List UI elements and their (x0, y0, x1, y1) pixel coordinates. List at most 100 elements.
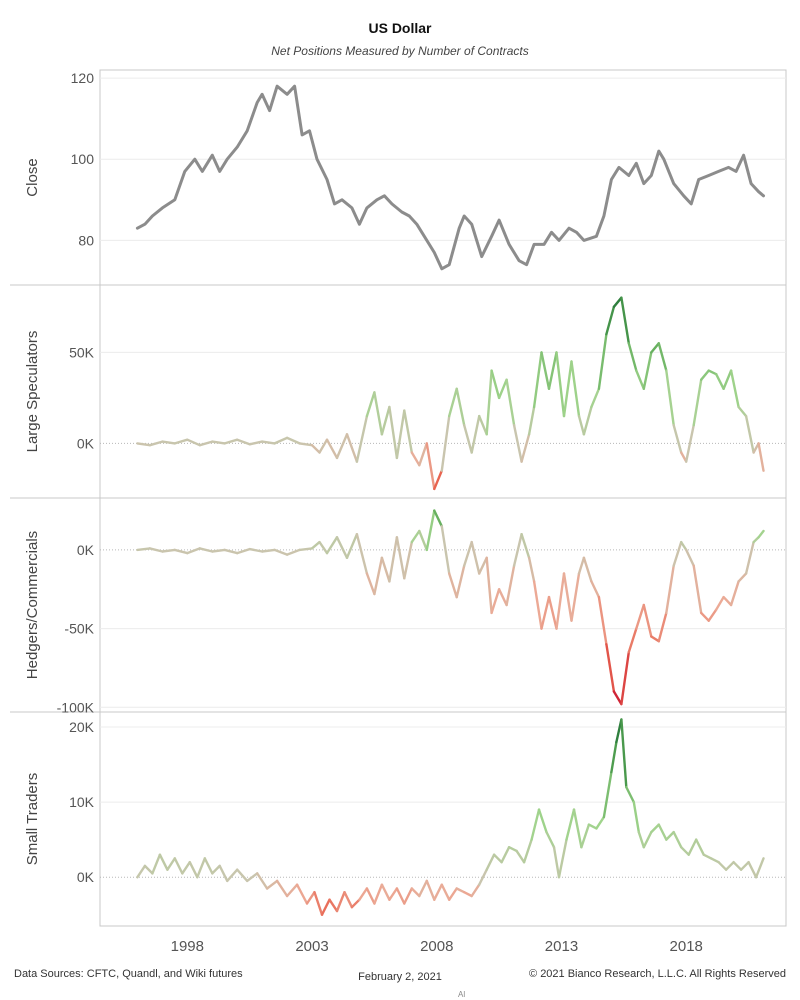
net-position-segment (744, 540, 755, 575)
net-position-segment (248, 440, 264, 446)
net-position-segment (717, 861, 728, 871)
net-position-segment (463, 424, 473, 454)
net-position-segment (737, 405, 748, 418)
net-position-segment (707, 608, 718, 622)
net-position-segment (455, 387, 466, 427)
net-position-segment (181, 861, 192, 875)
net-position-segment (582, 556, 593, 583)
net-position-segment (433, 883, 443, 901)
net-position-segment (173, 548, 189, 555)
net-position-segment (739, 861, 750, 871)
net-position-segment (365, 391, 376, 418)
net-position-segment (520, 433, 531, 463)
net-position-segment (505, 378, 516, 427)
net-position-segment (410, 887, 421, 898)
net-position-segment (355, 414, 369, 463)
net-position-segment (198, 547, 214, 553)
net-position-segment (478, 556, 488, 575)
net-position-segment (318, 438, 329, 454)
net-position-segment (256, 872, 269, 890)
net-position-segment (632, 800, 640, 834)
y-tick-label: 50K (69, 344, 95, 360)
net-position-segment (657, 823, 668, 841)
net-position-segment (642, 830, 653, 849)
net-position-segment (582, 405, 593, 436)
data-sources-note: Data Sources: CFTC, Quandl, and Wiki fut… (14, 968, 243, 980)
y-tick-label: 100 (71, 151, 95, 167)
net-position-segment (612, 690, 623, 706)
net-position-segment (335, 433, 349, 460)
net-position-segment (373, 883, 384, 905)
net-position-segment (635, 369, 645, 390)
net-position-segment (173, 857, 184, 875)
net-position-segment (298, 442, 314, 447)
x-tick-label: 2013 (545, 938, 578, 955)
net-position-segment (425, 879, 436, 901)
net-position-segment (380, 883, 391, 901)
net-position-segment (605, 305, 616, 336)
net-position-segment (620, 296, 630, 345)
net-position-segment (148, 440, 164, 447)
net-position-segment (590, 580, 601, 599)
net-position-segment (635, 603, 645, 630)
net-position-segment (490, 369, 501, 400)
net-position-segment (642, 351, 653, 390)
net-position-segment (570, 572, 581, 622)
net-position-segment (597, 333, 608, 390)
net-position-segment (285, 883, 299, 898)
net-position-segment (433, 469, 443, 491)
net-position-segment (657, 342, 668, 372)
net-position-segment (665, 564, 675, 615)
net-position-segment (757, 529, 765, 539)
net-position-segment (470, 414, 481, 454)
net-position-segment (285, 436, 301, 445)
net-position-segment (562, 572, 573, 622)
net-position-segment (527, 405, 536, 436)
net-position-segment (305, 891, 316, 905)
net-position-segment (318, 540, 329, 555)
net-position-segment (320, 898, 331, 916)
y-tick-label: 80 (78, 232, 94, 248)
net-position-segment (580, 823, 591, 849)
net-position-segment (188, 861, 199, 879)
net-position-segment (590, 387, 601, 409)
x-tick-label: 2008 (420, 938, 453, 955)
net-position-segment (729, 580, 740, 607)
net-position-segment (665, 830, 675, 841)
net-position-segment (166, 857, 177, 871)
net-position-segment (577, 556, 586, 575)
net-position-segment (537, 808, 548, 834)
net-position-segment (680, 540, 688, 552)
net-position-segment (724, 861, 735, 871)
y-axis-title: Small Traders (24, 773, 41, 866)
net-position-segment (620, 718, 628, 789)
net-position-segment (425, 509, 436, 552)
net-position-segment (310, 540, 321, 550)
net-position-segment (388, 405, 399, 460)
net-position-segment (310, 444, 321, 454)
x-tick-label: 1998 (171, 938, 204, 955)
net-position-segment (522, 838, 533, 864)
net-position-segment (627, 627, 638, 654)
net-position-segment (715, 595, 725, 611)
net-position-segment (685, 424, 695, 463)
net-position-segment (637, 830, 645, 849)
net-position-segment (555, 572, 566, 630)
net-position-segment (248, 547, 264, 553)
net-position-segment (485, 369, 493, 436)
net-position-segment (295, 883, 309, 905)
net-position-segment (545, 830, 556, 849)
net-position-segment (732, 861, 743, 871)
net-position-segment (557, 838, 568, 879)
net-position-segment (143, 864, 154, 875)
net-position-segment (211, 440, 226, 445)
net-position-segment (562, 360, 573, 418)
net-position-segment (470, 883, 481, 898)
net-position-segment (158, 853, 169, 871)
net-position-segment (136, 864, 147, 879)
net-position-segment (455, 887, 466, 894)
net-position-segment (754, 857, 765, 879)
net-position-segment (515, 849, 526, 864)
net-position-segment (687, 838, 698, 856)
